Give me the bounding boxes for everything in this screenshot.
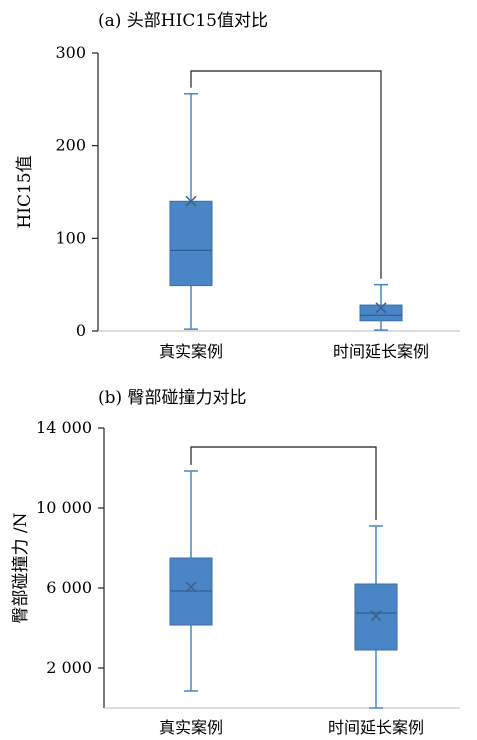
chart-b-category-label: 真实案例 (159, 718, 223, 737)
chart-a-y-tick-label: 200 (55, 136, 86, 155)
chart-a-box (169, 200, 213, 287)
chart-b-y-tick-label: 14 000 (36, 418, 92, 437)
chart-a-box (359, 304, 403, 322)
chart-b-y-tick-label: 10 000 (36, 498, 92, 517)
chart-a-category-label: 真实案例 (159, 342, 223, 361)
chart-b-mean-marker (185, 581, 197, 593)
chart-b-y-tick-label: 2 000 (46, 658, 92, 677)
chart-b-category-label: 时间延长案例 (328, 718, 424, 737)
chart-a-y-label: HIC15值 (15, 155, 35, 228)
chart-a-y-tick-label: 0 (76, 321, 86, 340)
chart-b-significance-bracket (190, 446, 377, 520)
chart-a-mean-marker (185, 195, 197, 207)
chart-b-y-label: 臀部碰撞力 /N (11, 512, 31, 623)
chart-a-significance-bracket (190, 70, 382, 279)
chart-b-mean-marker (370, 610, 382, 622)
chart-a-mean-marker (375, 302, 387, 314)
chart-a-y-tick-label: 100 (55, 228, 86, 247)
chart-a-title: (a) 头部HIC15值对比 (98, 11, 268, 31)
chart-a-category-label: 时间延长案例 (333, 342, 429, 361)
chart-b-title: (b) 臀部碰撞力对比 (98, 388, 247, 408)
chart-b-y-tick-label: 6 000 (46, 578, 92, 597)
chart-a-y-tick-label: 300 (55, 43, 86, 62)
